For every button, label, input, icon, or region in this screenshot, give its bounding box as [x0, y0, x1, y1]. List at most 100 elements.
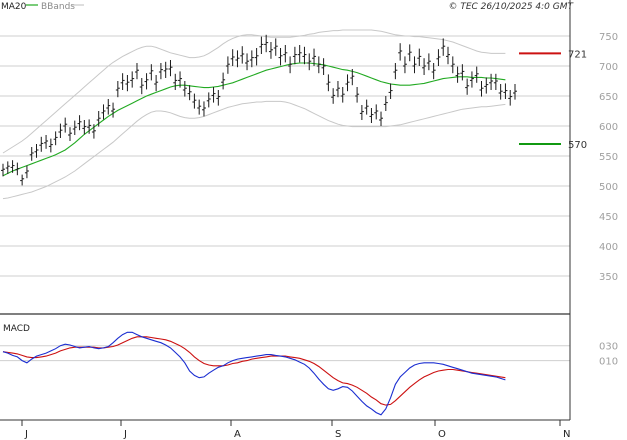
ohlc-bar	[350, 69, 355, 86]
x-tick-label: N	[563, 429, 570, 440]
ohlc-bar	[479, 81, 484, 97]
ohlc-bar	[168, 60, 173, 77]
ohlc-bar	[240, 46, 245, 64]
x-tick-label: J	[123, 429, 127, 440]
copyright-text: © TEC 26/10/2025 4:0 GMT	[448, 2, 574, 12]
ohlc-bar	[292, 46, 297, 65]
ohlc-bar	[206, 92, 211, 108]
ohlc-bar	[254, 48, 259, 66]
ohlc-bar	[441, 38, 446, 56]
ohlc-bar	[230, 49, 235, 66]
ohlc-bar	[235, 50, 240, 68]
ohlc-bar	[67, 127, 72, 141]
ohlc-bar	[58, 123, 63, 138]
price-axis-labels: 750 700 650 600 550 500 450 400 350	[599, 32, 618, 283]
ohlc-bar	[211, 87, 216, 103]
ohlc-bar	[53, 131, 58, 146]
ohlc-bar	[106, 99, 111, 115]
ohlc-bar	[264, 34, 269, 53]
ohlc-bar	[489, 73, 494, 90]
ohlc-bar	[288, 56, 293, 74]
price-tick-label: 350	[599, 272, 618, 283]
ohlc-bar	[44, 135, 49, 149]
support-label: 570	[568, 140, 587, 151]
price-tick-label: 500	[599, 182, 618, 193]
ohlc-bar	[20, 174, 25, 186]
macd-lines	[2, 331, 506, 416]
ohlc-bar	[187, 85, 192, 101]
ohlc-bar	[508, 90, 513, 106]
ohlc-bar	[259, 36, 264, 54]
ohlc-bar	[422, 58, 427, 75]
price-tick-label: 400	[599, 242, 618, 253]
macd-tick-label: 030	[599, 342, 618, 353]
ohlc-bar	[245, 53, 250, 71]
ohlc-bar	[34, 144, 39, 158]
ohlc-bar	[402, 56, 407, 74]
ohlc-bar	[355, 87, 360, 103]
ohlc-bar	[273, 38, 278, 56]
ohlc-bar	[369, 108, 374, 123]
ohlc-bar	[249, 50, 254, 68]
bbands-upper-line	[2, 29, 506, 154]
ohlc-bar	[82, 120, 87, 135]
ohlc-bar	[503, 83, 508, 99]
macd-title: MACD	[3, 324, 30, 334]
ohlc-bar	[412, 56, 417, 74]
ohlc-bar	[326, 74, 331, 92]
ohlc-bar	[10, 160, 15, 173]
ohlc-bar	[178, 71, 183, 88]
ohlc-bar	[340, 87, 345, 103]
support-resistance-levels: 721 570	[519, 49, 587, 151]
ohlc-bar	[312, 48, 317, 66]
ohlc-bar	[1, 163, 5, 177]
ohlc-bar	[197, 99, 202, 115]
ohlc-bar	[407, 44, 412, 62]
ohlc-bar	[316, 56, 321, 74]
ohlc-bar	[163, 61, 168, 78]
ohlc-bar	[87, 119, 92, 134]
ohlc-bar	[493, 73, 498, 90]
x-tick-label: O	[438, 429, 446, 440]
ohlc-bar	[72, 120, 77, 135]
ohlc-bar	[359, 105, 364, 120]
price-tick-label: 700	[599, 62, 618, 73]
ohlc-bar	[417, 48, 422, 66]
ohlc-bar	[474, 66, 479, 83]
ohlc-bar	[307, 53, 312, 71]
ohlc-bar	[154, 75, 159, 92]
ohlc-bar	[149, 64, 154, 81]
ohlc-bar	[278, 48, 283, 66]
ohlc-bar	[513, 84, 517, 100]
ohlc-bar	[302, 46, 307, 65]
x-tick-label: A	[234, 429, 241, 440]
ohlc-bar	[383, 96, 388, 111]
ohlc-bar	[29, 147, 34, 161]
ohlc-bar	[374, 104, 379, 120]
ohlc-bar	[388, 83, 393, 99]
ohlc-bar	[484, 77, 489, 94]
ohlc-bar	[158, 63, 163, 80]
ohlc-bar	[201, 101, 206, 117]
ohlc-bar	[225, 56, 230, 74]
ohlc-bar	[192, 93, 197, 109]
ohlc-bar	[436, 49, 441, 66]
ohlc-bar	[469, 71, 474, 88]
ohlc-bar	[24, 165, 29, 179]
price-tick-label: 550	[599, 152, 618, 163]
macd-grid	[0, 345, 570, 362]
ohlc-bar	[182, 81, 187, 97]
ohlc-bar	[345, 74, 350, 92]
ohlc-bar	[130, 71, 135, 88]
x-tick-label: S	[335, 429, 341, 440]
price-tick-label: 750	[599, 32, 618, 43]
ohlc-bar	[268, 42, 273, 59]
ohlc-bar	[455, 66, 460, 83]
ohlc-bar	[446, 46, 451, 65]
ohlc-bar	[77, 115, 82, 131]
ohlc-bars	[1, 34, 517, 186]
price-tick-label: 450	[599, 212, 618, 223]
